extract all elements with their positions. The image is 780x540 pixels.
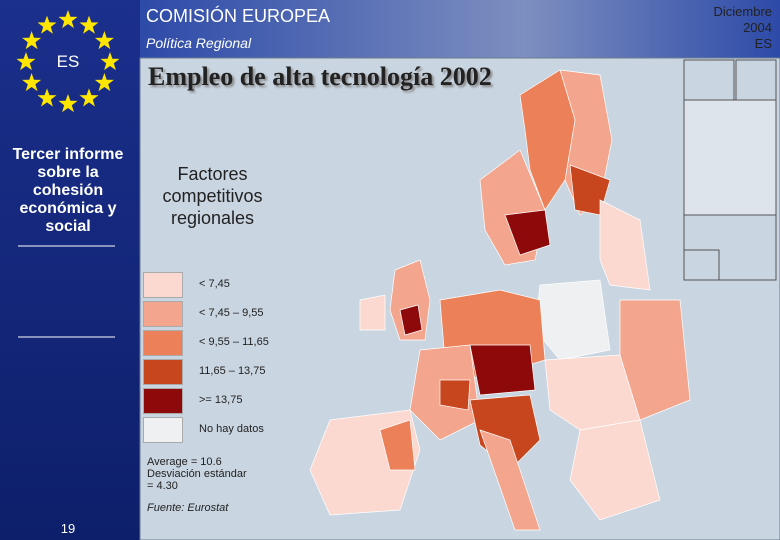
organization: COMISIÓN EUROPEA <box>146 6 331 26</box>
sidebar <box>0 0 140 540</box>
legend-label: >= 13,75 <box>199 394 243 406</box>
legend-item: < 9,55 – 11,65 <box>143 330 343 356</box>
legend-swatch <box>143 388 183 414</box>
report-title: Tercer informe sobre la cohesión económi… <box>12 146 124 235</box>
legend-label: < 9,55 – 11,65 <box>199 336 269 348</box>
map-frame <box>139 57 780 540</box>
legend-label: < 7,45 – 9,55 <box>199 307 264 319</box>
subtitle: Factores competitivos regionales <box>162 164 263 228</box>
legend-label: 11,65 – 13,75 <box>199 365 266 377</box>
legend-label: < 7,45 <box>199 278 230 290</box>
legend-item: < 7,45 – 9,55 <box>143 301 343 327</box>
title: Empleo de alta tecnología 2002 <box>148 62 492 91</box>
department: Política Regional <box>146 35 252 51</box>
eu-stars <box>16 10 120 113</box>
date: Diciembre 2004 ES <box>682 4 772 52</box>
source: Fuente: Eurostat <box>147 502 229 514</box>
star <box>100 52 120 71</box>
star <box>58 94 78 113</box>
legend-item: 11,65 – 13,75 <box>143 359 343 385</box>
legend-swatch <box>143 330 183 356</box>
star <box>94 73 114 92</box>
page-number: 19 <box>60 521 76 536</box>
legend-label: No hay datos <box>199 423 264 435</box>
star <box>37 88 57 107</box>
star <box>79 88 99 107</box>
inset-frames <box>683 59 777 281</box>
legend-swatch <box>143 301 183 327</box>
average: Average = 10.6 <box>147 456 222 468</box>
banner <box>140 0 780 58</box>
map <box>309 69 691 531</box>
legend-item: >= 13,75 <box>143 388 343 414</box>
star <box>22 73 42 92</box>
language: ES <box>754 36 772 51</box>
star <box>16 52 36 71</box>
stats: Average = 10.6 Desviación estándar = 4.30 <box>147 456 247 492</box>
star <box>94 31 114 50</box>
star <box>37 15 57 34</box>
date-text: Diciembre 2004 <box>713 4 772 35</box>
deviation: Desviación estándar = 4.30 <box>147 468 247 492</box>
star <box>58 10 78 29</box>
star <box>79 15 99 34</box>
badge: ES <box>56 52 80 71</box>
star <box>22 31 42 50</box>
legend-swatch <box>143 417 183 443</box>
legend-item: No hay datos <box>143 417 343 443</box>
legend-swatch <box>143 359 183 385</box>
legend-item: < 7,45 <box>143 272 343 298</box>
legend-swatch <box>143 272 183 298</box>
